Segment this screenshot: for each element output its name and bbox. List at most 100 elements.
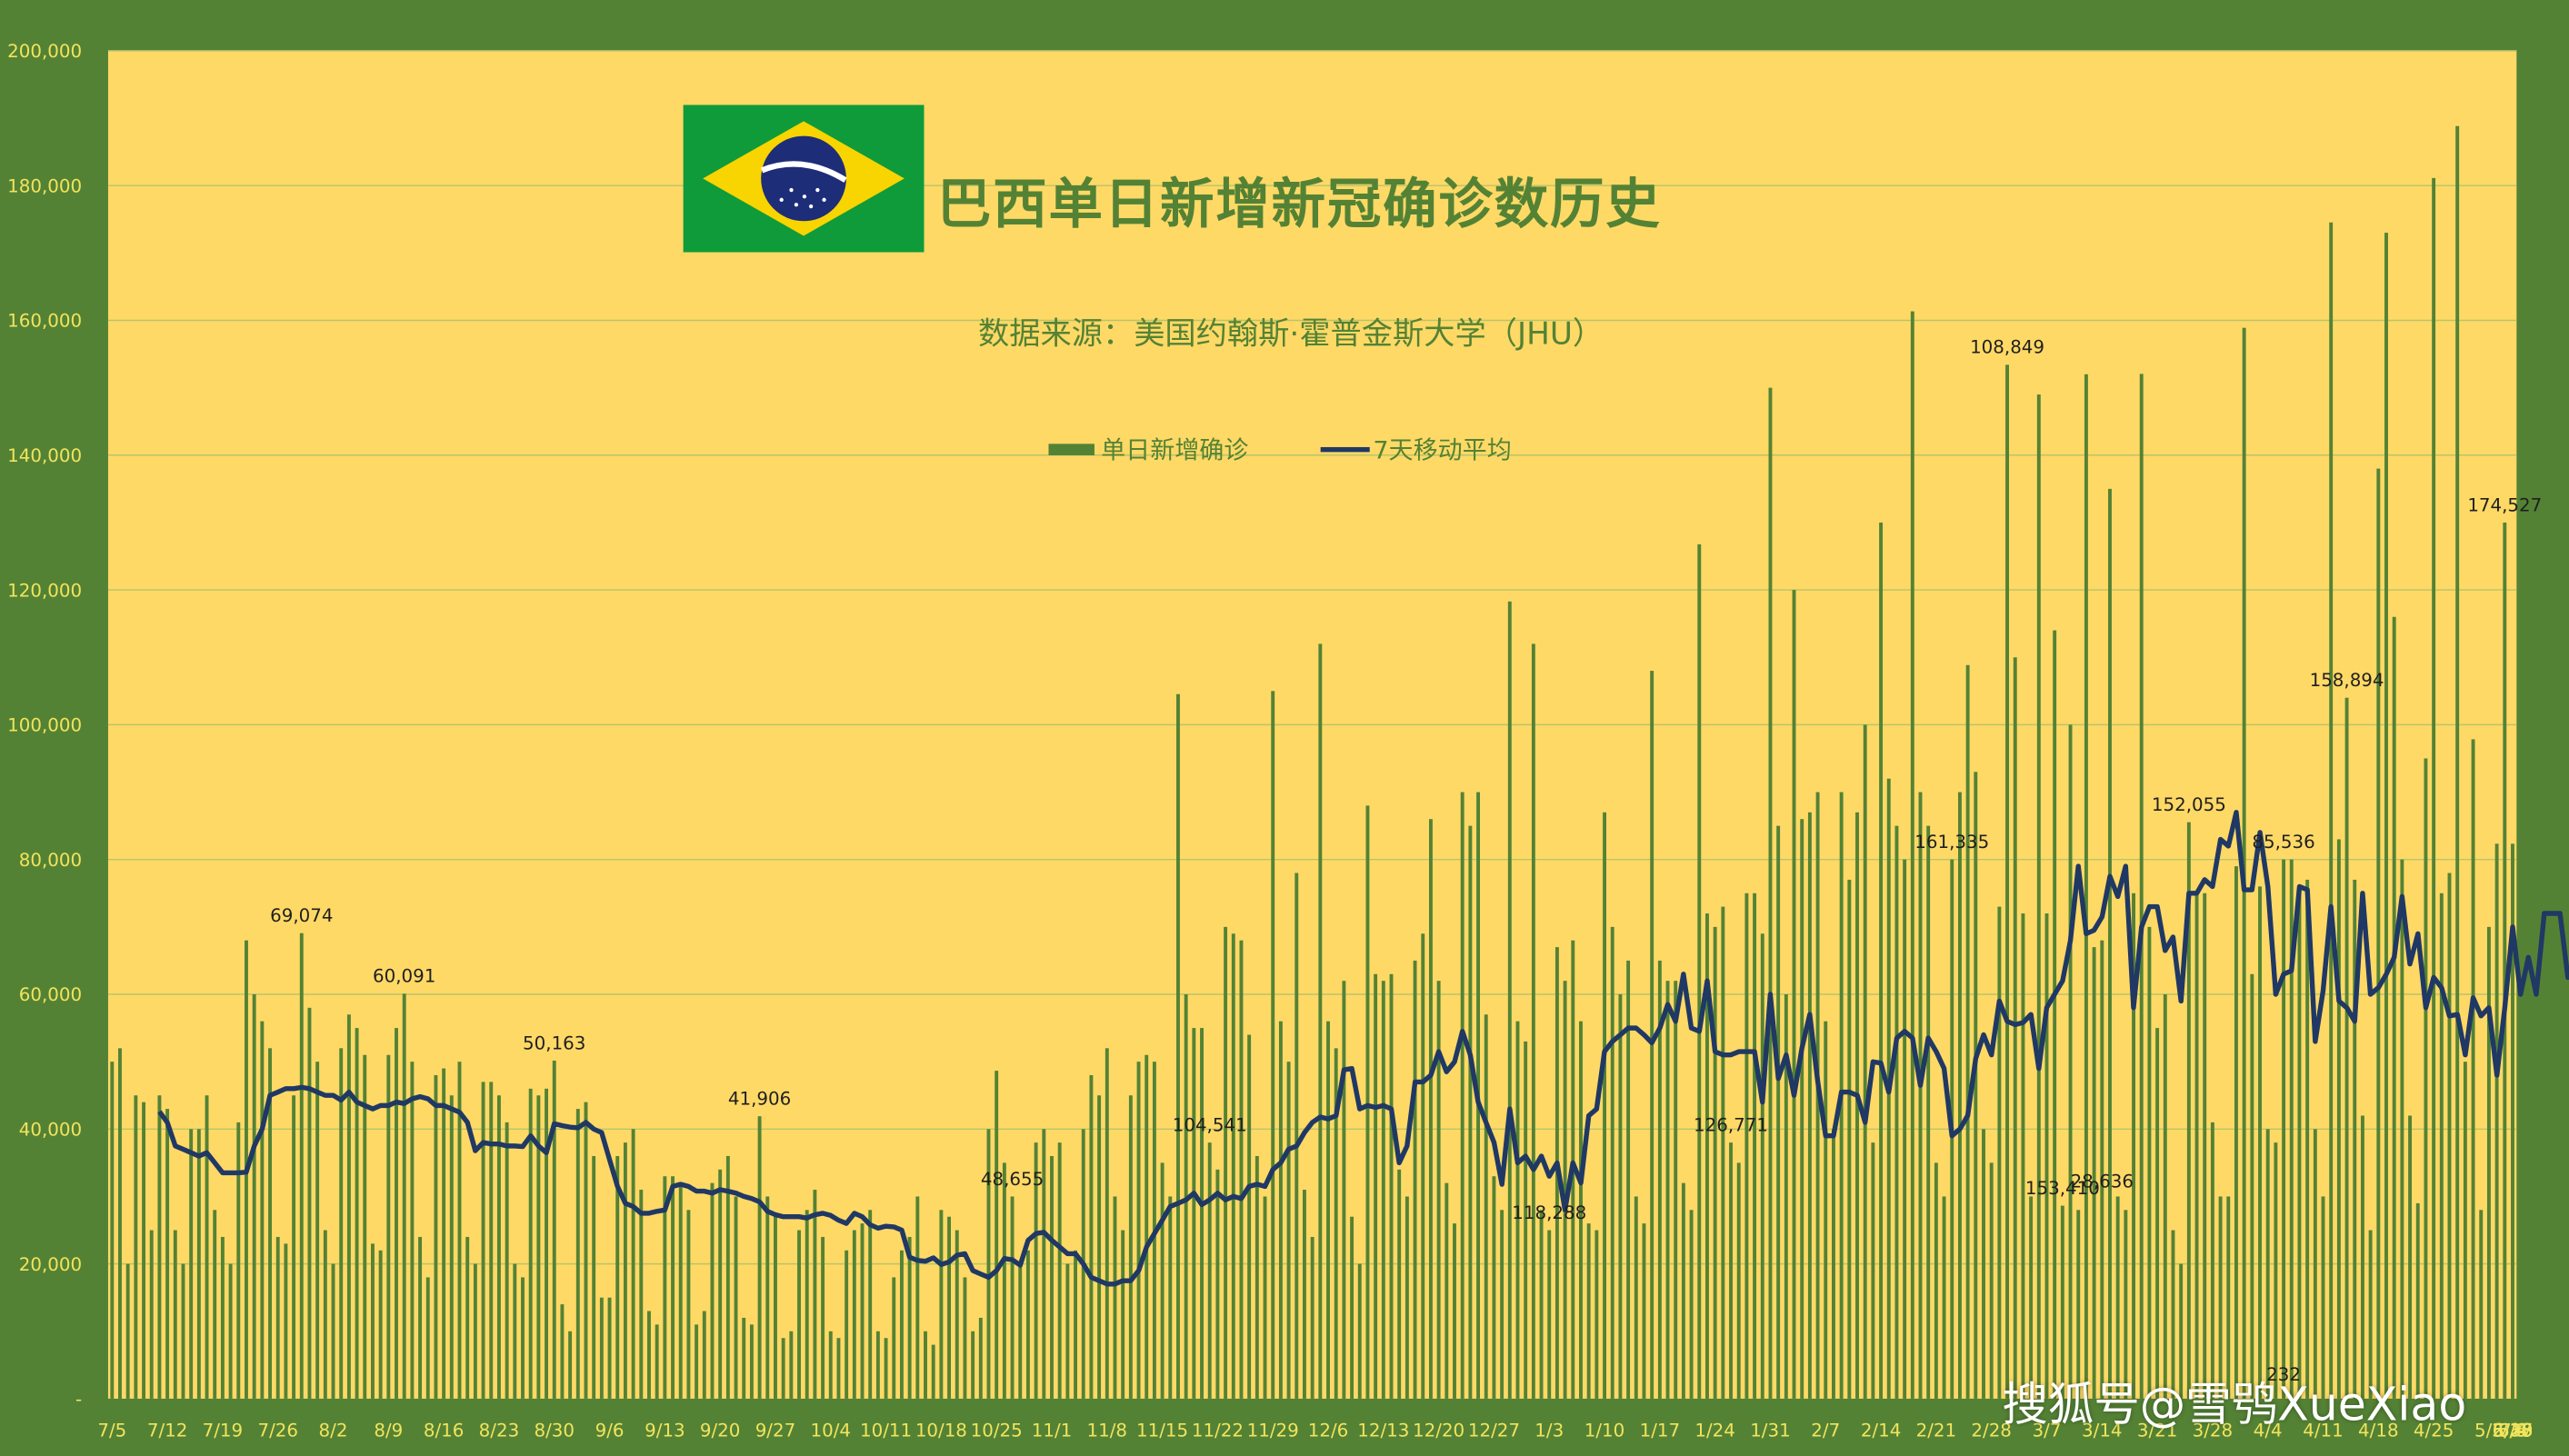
data-label: 232: [2266, 1364, 2301, 1385]
bar: [1050, 1155, 1054, 1399]
bar: [845, 1250, 849, 1399]
bar: [1271, 691, 1275, 1399]
x-tick-label: 8/9: [374, 1420, 403, 1441]
bar: [2139, 374, 2144, 1399]
x-tick-label: 1/3: [1534, 1420, 1564, 1441]
bar: [331, 1263, 335, 1399]
bar: [323, 1230, 327, 1399]
bar: [1547, 1230, 1552, 1399]
bar: [1736, 1162, 1741, 1399]
bar: [1831, 1129, 1835, 1399]
bar: [1278, 1021, 1283, 1399]
x-tick-label: 2/28: [1971, 1420, 2012, 1441]
x-tick-label: 2/14: [1861, 1420, 1902, 1441]
bar: [1057, 1142, 1062, 1399]
bar: [1097, 1095, 1102, 1399]
bar: [496, 1095, 501, 1399]
bar: [1350, 1216, 1354, 1399]
bar: [2226, 1196, 2231, 1399]
bar: [860, 1223, 865, 1399]
x-tick-label: 10/11: [860, 1420, 912, 1441]
bar: [2344, 697, 2349, 1399]
bar: [568, 1331, 573, 1399]
bar: [647, 1311, 651, 1399]
bar: [742, 1317, 746, 1399]
bar: [110, 1062, 115, 1399]
bar: [489, 1082, 494, 1399]
bar: [734, 1196, 738, 1399]
bar: [1089, 1074, 1094, 1399]
bar: [2242, 327, 2246, 1399]
bar: [149, 1230, 154, 1399]
bar: [2155, 1028, 2160, 1399]
bar: [2479, 1210, 2484, 1399]
bar: [1128, 1095, 1133, 1399]
bar: [1500, 1210, 1504, 1399]
bar: [1160, 1162, 1165, 1399]
data-label: 152,055: [2152, 794, 2226, 815]
bar: [599, 1297, 604, 1399]
bar: [805, 1210, 809, 1399]
x-tick-label: 11/15: [1136, 1420, 1188, 1441]
bar: [939, 1210, 944, 1399]
x-tick-label: 1/31: [1750, 1420, 1791, 1441]
y-tick-label: 120,000: [7, 580, 82, 601]
bar: [1760, 933, 1764, 1399]
bar: [196, 1129, 201, 1399]
bar: [1989, 1162, 1994, 1399]
bar: [1792, 590, 1796, 1399]
bar: [1800, 819, 1804, 1399]
bar: [1436, 981, 1441, 1399]
x-tick-label: 2/7: [1811, 1420, 1840, 1441]
data-label: 41,906: [728, 1089, 791, 1110]
bar: [442, 1068, 446, 1399]
bar: [1310, 1236, 1314, 1399]
bar: [907, 1236, 912, 1399]
bar: [457, 1062, 462, 1399]
x-tick-label: 8/23: [479, 1420, 520, 1441]
bar: [671, 1176, 675, 1399]
bar: [1460, 792, 1464, 1399]
bar: [1263, 1196, 1267, 1399]
bar: [623, 1142, 627, 1399]
bar: [2274, 1142, 2278, 1399]
bar: [228, 1263, 233, 1399]
bar: [1744, 893, 1749, 1399]
x-tick-label: 12/6: [1308, 1420, 1349, 1441]
bar: [852, 1230, 856, 1399]
bar: [1413, 960, 1417, 1399]
bar: [978, 1317, 983, 1399]
bar: [1879, 522, 1884, 1399]
bar: [1910, 311, 1914, 1399]
bar: [2234, 866, 2238, 1399]
x-tick-label: 11/29: [1247, 1420, 1299, 1441]
bar: [2194, 893, 2199, 1399]
bar: [355, 1028, 359, 1399]
bar: [1192, 1028, 1196, 1399]
x-tick-label: 9/20: [700, 1420, 741, 1441]
bar: [2424, 758, 2428, 1399]
bar: [1034, 1142, 1038, 1399]
data-label: 174,527: [2467, 494, 2542, 515]
bar: [1404, 1196, 1409, 1399]
bar: [2336, 839, 2341, 1399]
bar: [189, 1129, 194, 1399]
bar: [955, 1230, 959, 1399]
bar: [299, 932, 304, 1399]
bar: [307, 1007, 312, 1399]
data-label: 28,636: [2071, 1171, 2134, 1192]
bar: [1618, 994, 1623, 1399]
bar: [686, 1210, 691, 1399]
data-label: 153,410: [2025, 1178, 2100, 1199]
bar: [1579, 1021, 1583, 1399]
bar: [2471, 739, 2475, 1399]
data-label: 158,894: [2310, 670, 2384, 691]
bar: [2163, 994, 2167, 1399]
bar: [678, 1182, 683, 1399]
bar: [655, 1324, 659, 1399]
bar: [2005, 364, 2010, 1399]
x-tick-label: 12/27: [1468, 1420, 1520, 1441]
bar: [2218, 1196, 2223, 1399]
x-tick-label: 9/27: [755, 1420, 796, 1441]
bar: [1650, 671, 1654, 1399]
